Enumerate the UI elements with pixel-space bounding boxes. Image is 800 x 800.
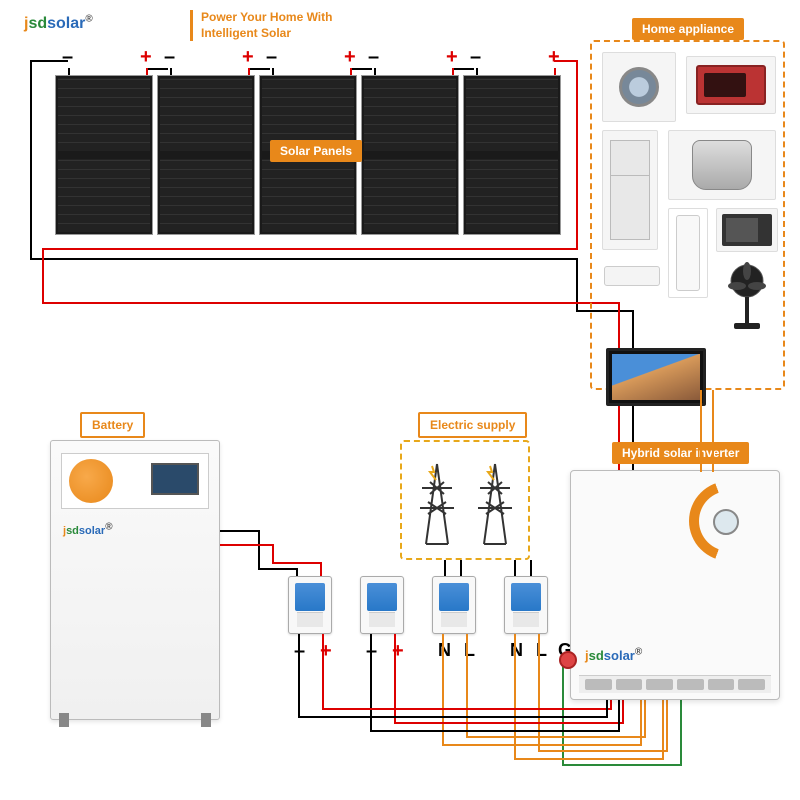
tower-ac-icon [668, 208, 708, 298]
fan-icon [716, 258, 778, 338]
electric-supply-label: Electric supply [418, 412, 527, 438]
appliance-label: Home appliance [632, 18, 744, 40]
solar-panel [157, 75, 255, 235]
electric-supply-box [400, 440, 530, 560]
inverter-label: Hybrid solar inverter [612, 442, 749, 464]
tv-icon [602, 342, 710, 412]
split-ac-icon [602, 258, 662, 294]
fridge-icon [602, 130, 658, 250]
solar-panel [463, 75, 561, 235]
terminal-n: N [510, 640, 523, 661]
breaker [432, 576, 476, 634]
solar-panel [55, 75, 153, 235]
toaster-oven-icon [686, 56, 776, 114]
breaker [504, 576, 548, 634]
inverter-brand: jsdsolar® [585, 647, 642, 665]
tagline: Power Your Home WithIntelligent Solar [190, 10, 332, 41]
microwave-icon [716, 208, 778, 252]
brand-logo: jsdsolar® [24, 14, 93, 33]
solar-panels-label: Solar Panels [270, 140, 362, 162]
appliance-group [590, 40, 785, 390]
solar-panel [361, 75, 459, 235]
hybrid-inverter: jsdsolar® [570, 470, 780, 700]
terminal-n: N [438, 640, 451, 661]
breaker [288, 576, 332, 634]
battery-brand: jsdsolar® [63, 521, 113, 537]
battery-unit: jsdsolar® [50, 440, 220, 720]
pylon-icon [472, 460, 518, 550]
breaker [360, 576, 404, 634]
washer-icon [602, 52, 676, 122]
rice-cooker-icon [668, 130, 776, 200]
pylon-icon [414, 460, 460, 550]
inverter-switch-icon [559, 651, 577, 669]
battery-label: Battery [80, 412, 145, 438]
